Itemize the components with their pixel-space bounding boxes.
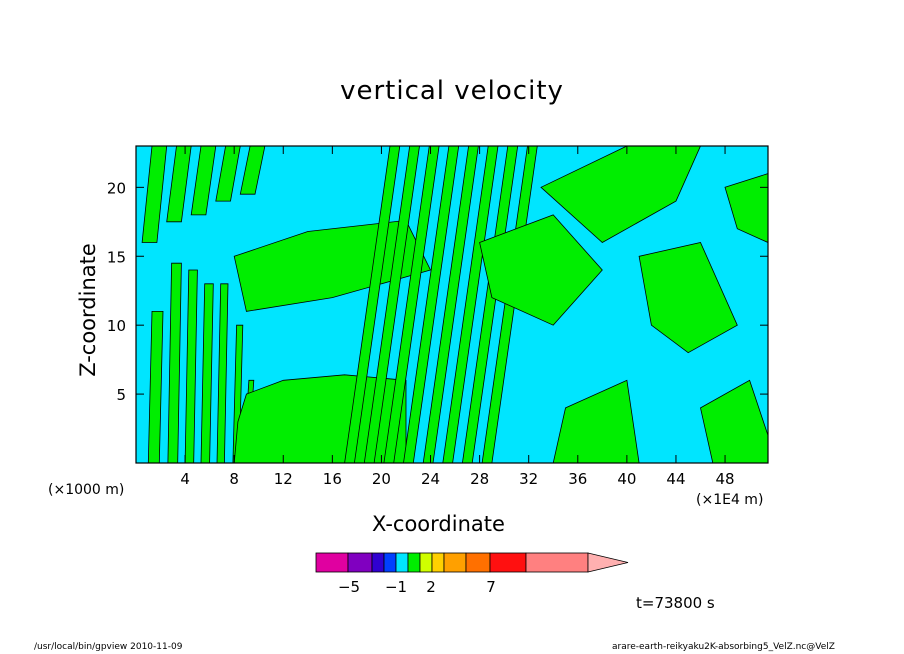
x-tick-label-24: 24	[421, 470, 440, 488]
stripe-3	[200, 283, 214, 463]
footer-left: /usr/local/bin/gpview 2010-11-09	[34, 642, 183, 652]
stripe-4	[216, 283, 229, 463]
y-tick-label-10: 10	[107, 317, 126, 335]
colorbar-cell-1	[347, 552, 373, 573]
colorbar-cell-11	[525, 552, 589, 573]
colorbar-label-1: −1	[385, 578, 407, 596]
slant-wave-5	[442, 146, 499, 463]
colorbar-cell-4	[395, 552, 409, 573]
x-unit-label: (×1000 m)	[48, 482, 125, 498]
lower-right-blob	[552, 379, 640, 463]
upper-finger-3	[215, 146, 241, 202]
plot-frame	[135, 145, 769, 464]
x-tick-label-36: 36	[568, 470, 587, 488]
stripe-5	[232, 324, 244, 463]
x-tick-label-20: 20	[372, 470, 391, 488]
footer-right: arare-earth-reikyaku2K-absorbing5_VelZ.n…	[612, 642, 835, 652]
slant-wave-1	[363, 146, 420, 463]
colorbar-cell-3	[383, 552, 397, 573]
stripe-0	[147, 311, 164, 463]
colorbar-cell-2	[371, 552, 385, 573]
upper-right-blob	[540, 146, 701, 243]
colorbar-cell-0	[315, 552, 349, 573]
mid-right-blob	[479, 214, 603, 326]
green-regions	[141, 146, 768, 463]
upper-finger-0	[141, 146, 168, 243]
x-tick-label-28: 28	[470, 470, 489, 488]
x-tick-label-44: 44	[666, 470, 685, 488]
colorbar-cell-5	[407, 552, 421, 573]
colorbar-extend-arrow	[587, 552, 629, 573]
colorbar-cell-10	[489, 552, 527, 573]
far-right-blob	[638, 242, 738, 354]
y-tick-label-20: 20	[107, 179, 126, 197]
top-corner-blob	[724, 173, 768, 243]
chart-title: vertical velocity	[340, 76, 564, 106]
x-tick-label-16: 16	[323, 470, 342, 488]
x-scale-label: (×1E4 m)	[696, 492, 764, 508]
corner-blob	[700, 379, 768, 463]
upper-finger-4	[239, 146, 266, 195]
slant-wave-0	[344, 146, 401, 463]
colorbar-label-3: 7	[486, 578, 496, 596]
upper-finger-2	[190, 146, 217, 216]
colorbar: −5 −1 2 7	[315, 552, 629, 596]
colorbar-cell-7	[431, 552, 445, 573]
slant-wave-4	[422, 146, 479, 463]
colorbar-label-0: −5	[338, 578, 360, 596]
colorbar-cell-6	[419, 552, 433, 573]
x-tick-label-8: 8	[229, 470, 239, 488]
slant-wave-3	[403, 146, 460, 463]
x-tick-label-40: 40	[617, 470, 636, 488]
x-tick-label-32: 32	[519, 470, 538, 488]
upper-finger-1	[166, 146, 192, 223]
time-label: t=73800 s	[636, 594, 715, 612]
colorbar-cell-9	[465, 552, 491, 573]
x-tick-label-12: 12	[274, 470, 293, 488]
x-tick-label-4: 4	[180, 470, 190, 488]
y-tick-label-5: 5	[116, 386, 126, 404]
plot-area	[136, 146, 768, 463]
y-tick-label-15: 15	[107, 248, 126, 266]
colorbar-label-2: 2	[426, 578, 436, 596]
x-axis-label: X-coordinate	[372, 512, 505, 536]
x-tick-label-48: 48	[716, 470, 735, 488]
colorbar-cell-8	[443, 552, 467, 573]
stripe-1	[167, 262, 182, 463]
stripe-2	[184, 269, 198, 463]
slant-wave-2	[383, 146, 440, 463]
